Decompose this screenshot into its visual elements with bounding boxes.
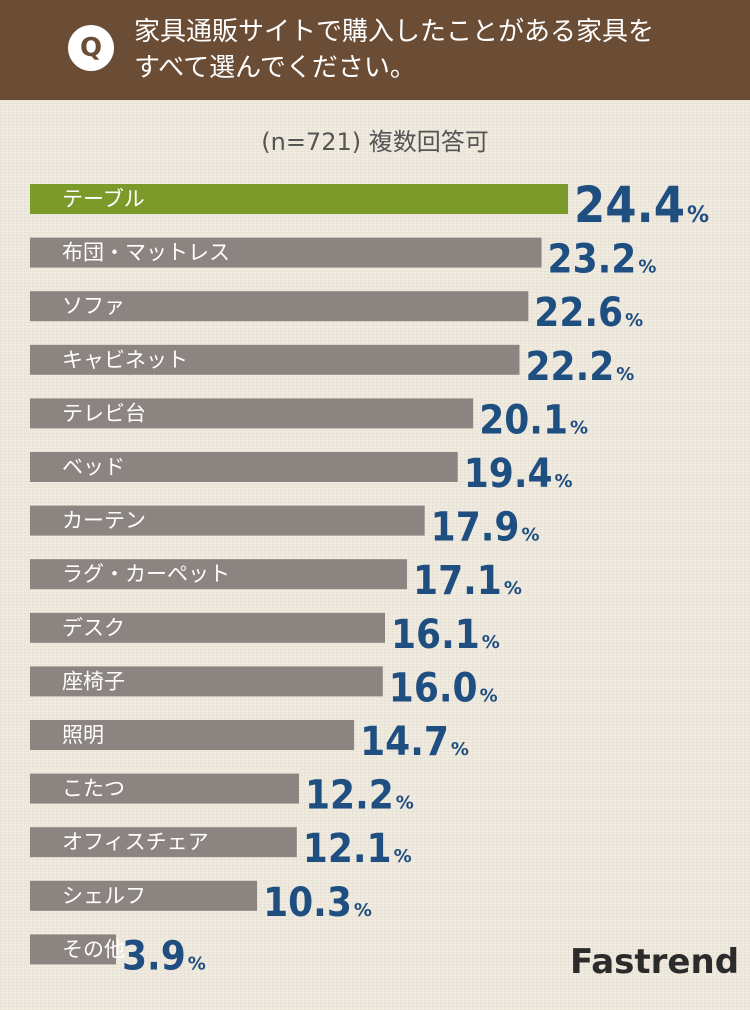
bar-row: テーブル 24.4% [30, 176, 709, 234]
chart-subtitle: (n=721) 複数回答可 [261, 128, 489, 156]
bar [30, 452, 458, 482]
bar-label: ベッド [62, 455, 125, 479]
percent-sign: % [555, 471, 573, 492]
bar-row: シェルフ 10.3% [30, 880, 372, 926]
percent-sign: % [451, 739, 469, 760]
data-label: 12.2 [305, 773, 394, 819]
data-label: 12.1 [303, 826, 392, 872]
data-label: 24.4 [574, 176, 685, 234]
data-label: 20.1 [479, 397, 568, 443]
bar-label: その他 [62, 937, 125, 961]
bar [30, 880, 258, 911]
bar-label: 布団・マットレス [62, 241, 230, 265]
data-label: 23.2 [548, 237, 637, 283]
bar [30, 344, 520, 375]
bar-row: 照明 14.7% [30, 719, 469, 765]
percent-sign: % [480, 685, 498, 706]
bar-label: 照明 [62, 723, 104, 747]
bar [30, 559, 408, 590]
percent-sign: % [570, 417, 588, 438]
data-label: 22.6 [534, 290, 623, 336]
percent-sign: % [616, 364, 634, 385]
bar [30, 505, 425, 536]
bar-label: シェルフ [62, 884, 146, 908]
bar-label: デスク [62, 616, 125, 640]
percent-sign: % [394, 846, 412, 867]
bar-label: キャビネット [62, 348, 188, 372]
data-label: 3.9 [122, 933, 186, 979]
q-badge: Q [68, 25, 114, 71]
percent-sign: % [638, 257, 656, 278]
percent-sign: % [396, 793, 414, 814]
question-line-2: すべて選んでください。 [134, 53, 416, 83]
bar-label: テーブル [62, 187, 145, 211]
bar-label: テレビ台 [62, 401, 146, 425]
data-label: 10.3 [263, 880, 352, 926]
bar-label: オフィスチェア [62, 830, 209, 854]
percent-sign: % [354, 900, 372, 921]
percent-sign: % [687, 203, 709, 228]
data-label: 19.4 [464, 451, 553, 497]
bar-row: 布団・マットレス 23.2% [30, 237, 656, 283]
bar-row: デスク 16.1% [30, 612, 500, 658]
bar [30, 773, 299, 804]
percent-sign: % [625, 310, 643, 331]
question-line-1: 家具通販サイトで購入したことがある家具を [134, 17, 655, 47]
bar [30, 237, 542, 268]
question-header: Q 家具通販サイトで購入したことがある家具を すべて選んでください。 [0, 0, 750, 100]
data-label: 17.9 [431, 505, 520, 551]
bar-row: キャビネット 22.2% [30, 344, 634, 390]
bar [30, 720, 355, 750]
percent-sign: % [482, 632, 500, 653]
bar [30, 184, 568, 214]
bar-label: ラグ・カーペット [62, 562, 230, 586]
bar-row: ソファ 22.6% [30, 290, 643, 336]
bar [30, 291, 529, 322]
bar-label: 座椅子 [62, 669, 125, 693]
data-label: 16.1 [391, 612, 480, 658]
bar [30, 827, 297, 858]
percent-sign: % [504, 578, 522, 599]
data-label: 16.0 [389, 665, 478, 711]
bar-label: ソファ [62, 294, 125, 318]
percent-sign: % [188, 953, 206, 974]
bar [30, 666, 383, 697]
bar [30, 934, 116, 965]
bar-row: ラグ・カーペット 17.1% [30, 558, 522, 604]
bar-row: こたつ 12.2% [30, 773, 414, 819]
bar-label: カーテン [62, 509, 146, 533]
brand-logo: Fastrend [570, 942, 740, 982]
bar-row: オフィスチェア 12.1% [30, 826, 412, 872]
bar [30, 612, 385, 643]
data-label: 22.2 [525, 344, 614, 390]
percent-sign: % [521, 525, 539, 546]
bar-label: こたつ [62, 777, 125, 801]
bar-row: テレビ台 20.1% [30, 397, 588, 443]
data-label: 14.7 [360, 719, 449, 765]
bar-row: カーテン 17.9% [30, 505, 540, 551]
bar-row: 座椅子 16.0% [30, 665, 498, 711]
bar-row: ベッド 19.4% [30, 451, 573, 497]
data-label: 17.1 [413, 558, 502, 604]
bar [30, 398, 474, 429]
question-text: 家具通販サイトで購入したことがある家具を すべて選んでください。 [134, 14, 734, 86]
